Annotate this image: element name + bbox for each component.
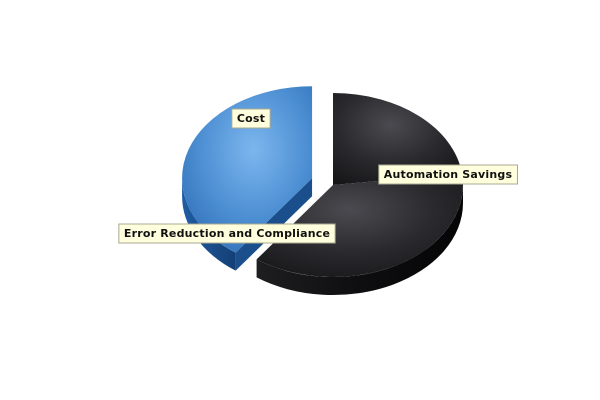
pie-slice-top [182,86,313,253]
slice-label-box [378,164,518,185]
slice-label-error-reduction-and-compliance: Error Reduction and Compliance [118,223,336,244]
slice-label-automation-savings: Automation Savings [378,164,518,185]
pie-slice-top [333,93,462,185]
pie-slice-error-reduction-and-compliance[interactable] [256,173,464,295]
pie-slice-top [256,173,464,278]
slice-label-box [118,223,336,244]
pie-slice-cost[interactable] [333,93,462,185]
pie-slice-side [256,185,463,295]
slice-label-text: Error Reduction and Compliance [124,227,330,240]
slice-label-box [231,108,271,129]
slice-label-text: Automation Savings [384,168,513,181]
slice-label-cost: Cost [231,108,271,129]
pie-slice-side [182,178,236,271]
slice-label-text: Cost [237,112,265,125]
